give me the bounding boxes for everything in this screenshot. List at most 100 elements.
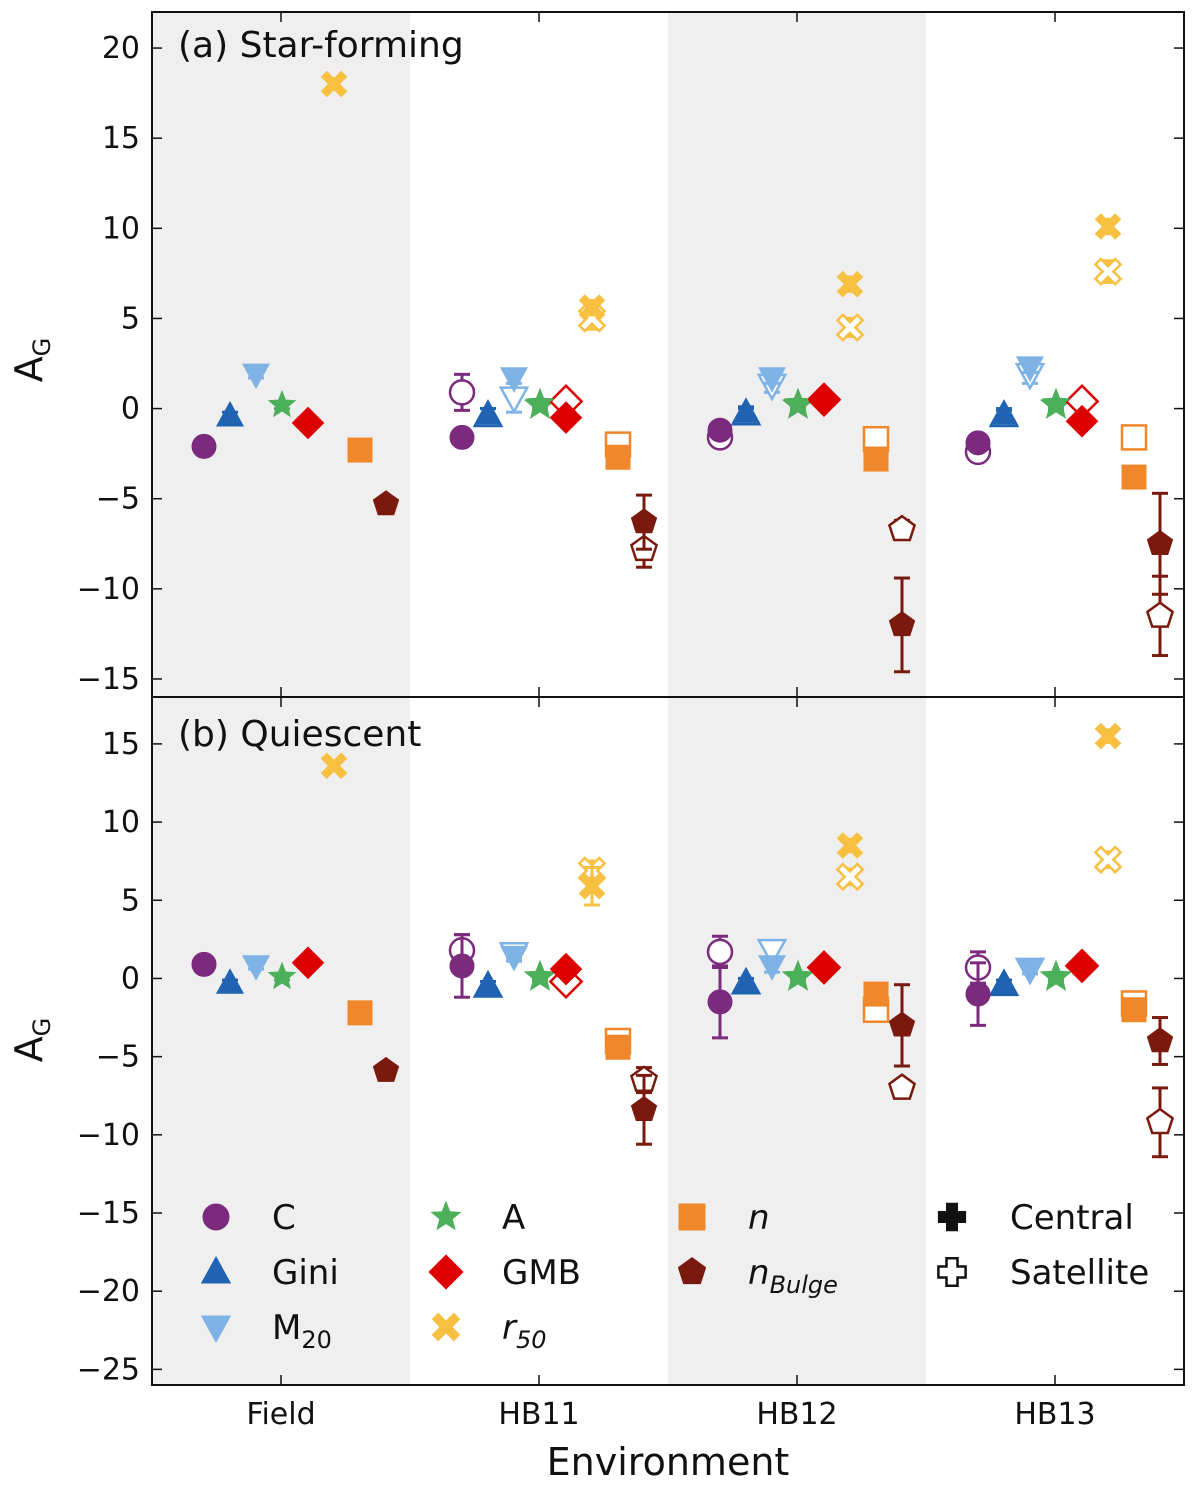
y-tick-label: −10 (77, 572, 140, 607)
marker-diamond (549, 401, 583, 434)
point-c-central-field (191, 433, 217, 459)
point-gmb-central-hb13 (1065, 404, 1099, 438)
point-n-central-hb13 (1121, 464, 1147, 490)
point-nbulge-satellite-hb13 (1145, 1086, 1175, 1159)
point-m20-central-hb11 (499, 367, 529, 393)
legend-marker-x (431, 1312, 461, 1342)
point-n-central-hb12 (863, 981, 889, 1007)
point-gini-central-hb11 (473, 399, 503, 425)
marker-x (578, 294, 606, 321)
point-c-central-hb12 (707, 964, 733, 1040)
marker-triangle-up (731, 397, 761, 423)
marker-pentagon (1145, 601, 1175, 628)
marker-circle (191, 433, 217, 459)
y-tick-label: −5 (96, 482, 140, 517)
legend-item-gini: Gini (200, 1253, 339, 1293)
point-nbulge-satellite-hb12 (887, 514, 917, 542)
y-tick-label: 20 (102, 31, 140, 66)
point-c-satellite-hb12 (706, 934, 734, 970)
point-r50-central-hb13 (1094, 213, 1122, 240)
point-r50-central-field (320, 752, 348, 780)
y-tick-label: 0 (121, 392, 140, 427)
legend-label-nbulge: nBulge (748, 1253, 838, 1299)
legend-label-sub: 50 (516, 1326, 547, 1354)
shaded-band-field (152, 12, 410, 697)
point-r50-central-hb12 (836, 832, 864, 859)
marker-diamond (291, 946, 325, 980)
point-c-satellite-hb11 (448, 372, 476, 412)
point-a-central-field (267, 961, 297, 990)
point-nbulge-satellite-hb12 (887, 1073, 917, 1100)
point-nbulge-central-hb11 (630, 493, 658, 551)
legend-item-a: A (430, 1198, 525, 1238)
x-axis-title: Environment (547, 1440, 790, 1484)
point-gmb-central-hb12 (807, 383, 841, 416)
point-a-central-field (267, 389, 297, 418)
point-gini-central-hb12 (731, 968, 761, 994)
point-c-central-field (191, 951, 217, 977)
axes: −15 −10 −5 0 5 10 15 20 −25 −20 −15 −10 −5 0 5 10 15 Fiel… (77, 11, 1185, 1432)
marker-star (525, 961, 555, 990)
marker-x (1093, 845, 1123, 874)
point-r50-central-field (320, 70, 348, 98)
legend-label-m20: M20 (272, 1308, 332, 1354)
point-n-central-hb11 (605, 1034, 631, 1060)
point-nbulge-central-field (372, 1056, 400, 1082)
marker-square (1120, 424, 1148, 451)
marker-diamond (549, 952, 583, 986)
y-tick-label: 15 (102, 121, 140, 156)
marker-triangle-up (989, 969, 1019, 996)
point-nbulge-central-hb11 (630, 1073, 658, 1146)
point-m20-central-field (241, 363, 271, 390)
legend-label-central: Central (1010, 1198, 1134, 1238)
point-gmb-central-hb11 (549, 401, 583, 434)
legend-label-n: n (748, 1198, 770, 1238)
marker-star (783, 388, 813, 416)
point-m20-central-field (241, 955, 271, 981)
point-nbulge-central-hb12 (888, 983, 916, 1068)
marker-star (525, 388, 555, 416)
legend-label-main: M (272, 1308, 301, 1348)
marker-square (1121, 464, 1147, 490)
shaded-band-hb12 (668, 12, 926, 697)
marker-diamond (1065, 404, 1099, 438)
legend-item-gmb: GMB (428, 1253, 581, 1293)
point-nbulge-central-hb13 (1146, 491, 1174, 596)
legend-item-c: C (202, 1198, 296, 1238)
marker-x (1094, 213, 1122, 240)
point-c-central-hb12 (707, 417, 733, 443)
legend-label-main: n (748, 1198, 770, 1238)
y-tick-label: 5 (121, 301, 140, 336)
y-tick-label: −10 (77, 1118, 140, 1153)
marker-circle (191, 951, 217, 977)
legend-marker-plus (937, 1202, 967, 1232)
marker-circle (707, 989, 733, 1015)
marker-x (835, 313, 865, 342)
point-gmb-central-hb11 (549, 952, 583, 986)
legend-marker-triangle-up (200, 1255, 232, 1284)
marker-circle (448, 379, 476, 406)
marker-pentagon (372, 1056, 400, 1082)
panel-frame (151, 696, 1185, 1386)
marker-square (863, 981, 889, 1007)
y-axis-title-a: AG (7, 338, 56, 383)
point-m20-central-hb13 (1015, 958, 1045, 984)
point-a-central-hb11 (525, 388, 555, 416)
marker-triangle-down (499, 367, 529, 393)
legend-marker-plus (937, 1257, 967, 1287)
legend-label-sub: Bulge (770, 1271, 838, 1299)
marker-pentagon (1146, 529, 1174, 555)
point-gmb-central-hb12 (807, 951, 841, 984)
legend-label-c: C (272, 1198, 296, 1238)
marker-triangle-up (215, 400, 245, 427)
point-nbulge-central-field (372, 490, 400, 516)
legend-label-sub: 20 (301, 1326, 332, 1354)
marker-star (783, 961, 813, 990)
point-gini-central-field (215, 968, 245, 994)
point-n-central-hb13 (1121, 997, 1147, 1023)
marker-pentagon (630, 1095, 658, 1121)
y-tick-label: 10 (102, 805, 140, 840)
legend-item-satellite: Satellite (937, 1253, 1149, 1293)
marker-square (1121, 997, 1147, 1023)
